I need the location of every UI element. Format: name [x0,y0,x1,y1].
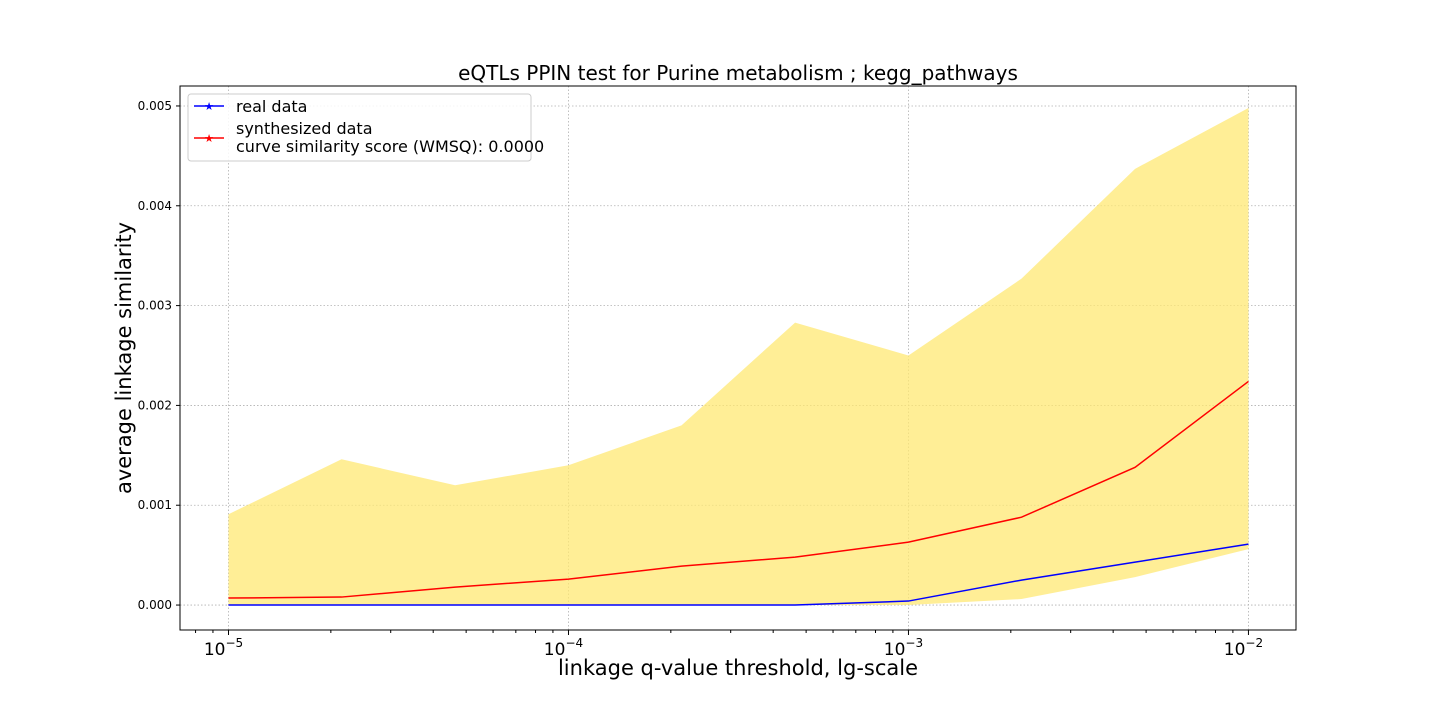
x-axis-label: linkage q-value threshold, lg-scale [558,656,918,680]
legend-box [187,93,532,162]
x-tick-label: 10−4 [544,636,583,660]
legend-label: synthesized data [236,119,373,138]
x-tick-label: 10−5 [204,636,243,660]
legend-label: real data [236,97,307,116]
y-axis: 0.000 0.001 0.002 0.003 0.004 0.005 [138,99,180,612]
x-tick-base: 10 [1224,640,1246,660]
legend-marker: ★ [204,100,214,113]
y-tick-label: 0.003 [138,299,172,313]
x-tick-exponent: −5 [225,636,243,650]
plot-frame [179,85,1297,631]
y-tick-label: 0.005 [138,99,172,113]
x-tick-exponent: −4 [565,636,583,650]
y-axis-label: average linkage similarity [112,222,136,494]
y-tick-label: 0.002 [138,398,172,412]
synthesized-data-line [228,380,1249,599]
chart-title: eQTLs PPIN test for Purine metabolism ; … [458,61,1018,85]
x-tick-label: 10−3 [884,636,923,660]
x-tick-base: 10 [544,640,566,660]
legend-label: curve similarity score (WMSQ): 0.0000 [236,137,544,156]
x-axis: 10−5 10−4 10−3 10−2 [195,630,1263,660]
x-tick-exponent: −3 [905,636,923,650]
y-tick-label: 0.001 [138,498,172,512]
legend-marker: ★ [204,132,214,145]
x-tick-label: 10−2 [1224,636,1263,660]
real-data-line [228,543,1249,606]
y-tick-label: 0.004 [138,199,172,213]
y-tick-label: 0.000 [138,598,172,612]
x-tick-base: 10 [884,640,906,660]
x-tick-base: 10 [204,640,226,660]
series-layer [228,380,1249,606]
x-tick-exponent: −2 [1245,636,1263,650]
synthesized-data-range-band [228,107,1249,606]
